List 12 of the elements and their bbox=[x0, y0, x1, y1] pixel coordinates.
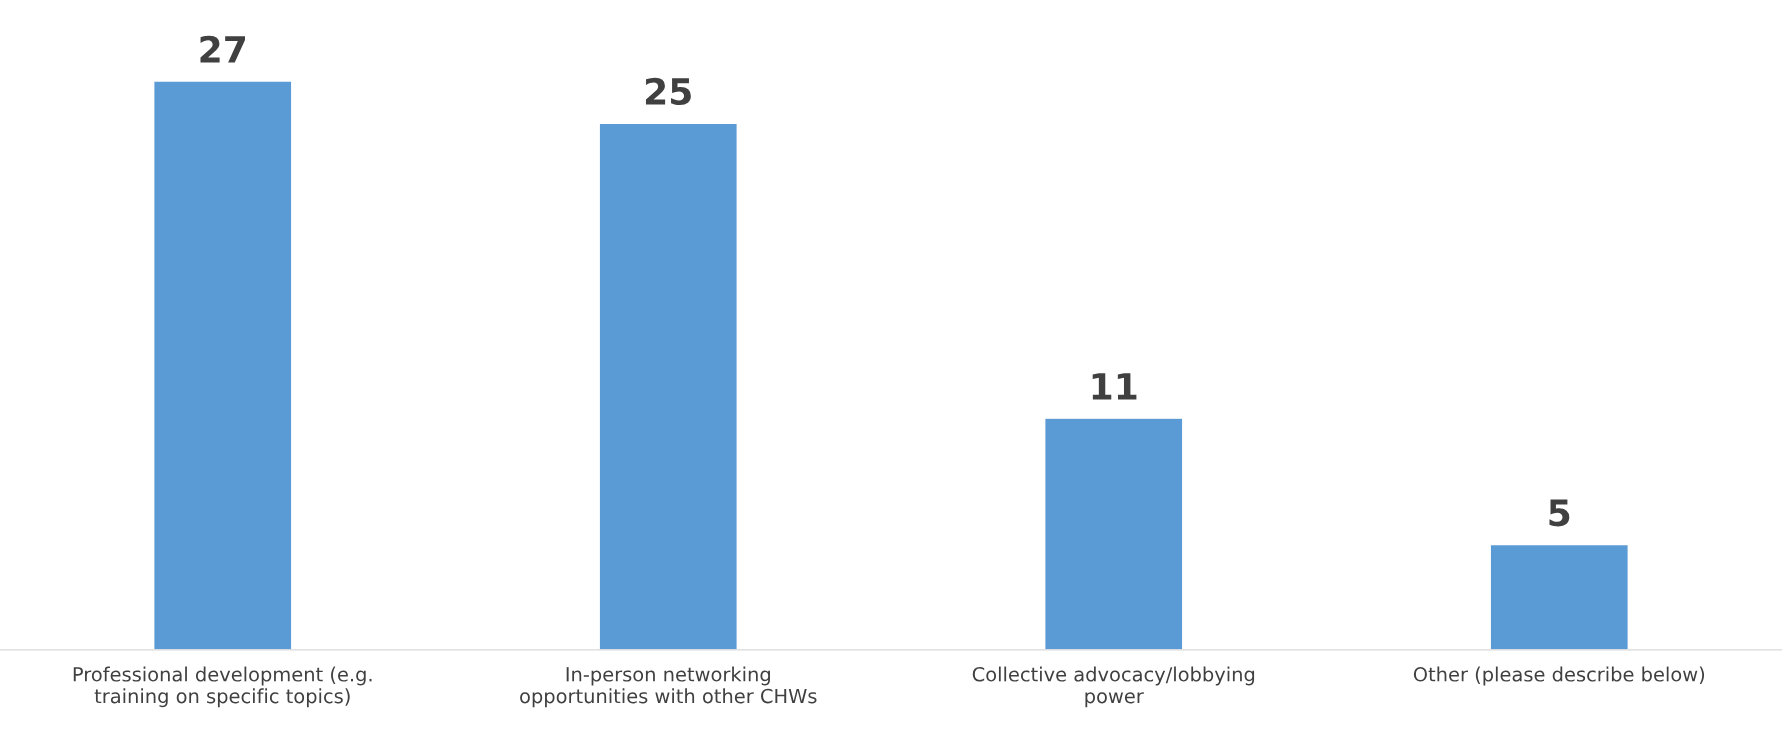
data-label: 27 bbox=[200, 35, 245, 63]
bar bbox=[1044, 417, 1184, 650]
x-tick-label: Collective advocacy/lobbying power bbox=[972, 666, 1255, 708]
x-tick-label: Professional development (e.g. training on specific topics) bbox=[73, 666, 372, 708]
data-label: 11 bbox=[1092, 373, 1137, 400]
x-tick-label: In-person networking opportunities with other CHWs bbox=[520, 666, 817, 708]
data-label: 25 bbox=[645, 77, 691, 106]
bar bbox=[153, 80, 293, 650]
bar bbox=[598, 122, 738, 650]
data-label: 5 bbox=[1549, 499, 1570, 527]
bar bbox=[1489, 543, 1629, 650]
x-tick-label: Other (please describe below) bbox=[1413, 666, 1705, 686]
